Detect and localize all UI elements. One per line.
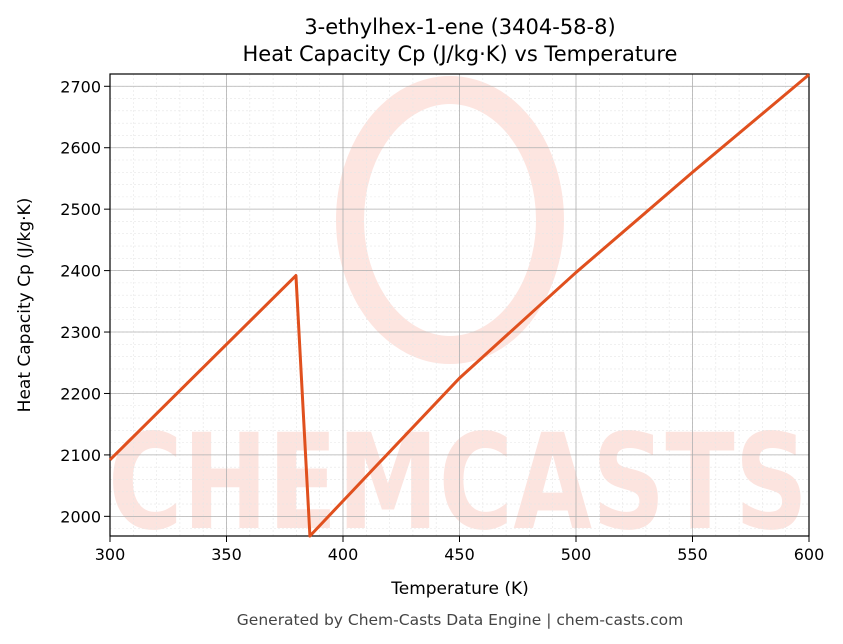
x-tick-label: 500 bbox=[561, 545, 592, 564]
y-tick-label: 2300 bbox=[60, 323, 101, 342]
x-tick-label: 600 bbox=[794, 545, 825, 564]
x-axis-label: Temperature (K) bbox=[390, 579, 529, 599]
series-line-cp bbox=[108, 73, 810, 538]
plot-frame bbox=[109, 73, 810, 537]
x-tick-label: 550 bbox=[677, 545, 708, 564]
y-tick-label: 2400 bbox=[60, 262, 101, 281]
y-tick-label: 2500 bbox=[60, 200, 101, 219]
chemcasts-watermark-logo: CHEMCASTS bbox=[108, 76, 808, 560]
x-tick-label: 300 bbox=[95, 545, 126, 564]
y-axis-label: Heat Capacity Cp (J/kg·K) bbox=[15, 198, 35, 413]
y-tick-label: 2600 bbox=[60, 139, 101, 158]
chart-title: 3-ethylhex-1-ene (3404-58-8) bbox=[304, 15, 615, 39]
svg-text:CHEMCASTS: CHEMCASTS bbox=[108, 406, 808, 560]
x-tick-label: 350 bbox=[211, 545, 242, 564]
y-tick-label: 2000 bbox=[60, 507, 101, 526]
chart-subtitle: Heat Capacity Cp (J/kg·K) vs Temperature bbox=[243, 42, 678, 66]
y-tick-label: 2100 bbox=[60, 446, 101, 465]
y-tick-label: 2200 bbox=[60, 384, 101, 403]
y-tick-label: 2700 bbox=[60, 77, 101, 96]
footer-credit: Generated by Chem-Casts Data Engine | ch… bbox=[237, 611, 683, 629]
x-tick-label: 450 bbox=[444, 545, 475, 564]
x-tick-label: 400 bbox=[328, 545, 359, 564]
